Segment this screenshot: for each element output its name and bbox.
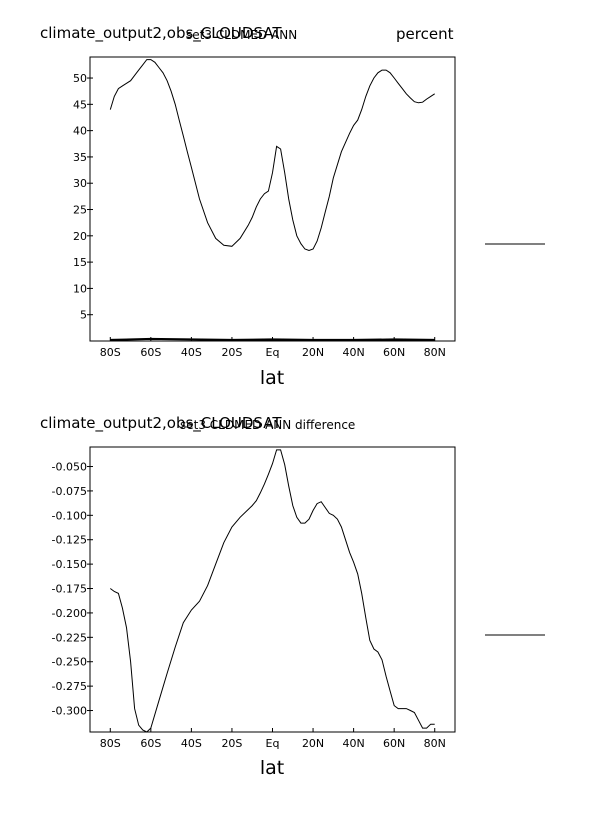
y-tick-label: 35: [73, 151, 87, 164]
y-tick-label: 50: [73, 72, 87, 85]
top-plot-frame: [89, 56, 456, 342]
y-tick-label: -0.275: [52, 680, 87, 693]
y-tick-label: -0.225: [52, 631, 87, 644]
x-tick-label: Eq: [266, 346, 280, 359]
y-tick-label: -0.175: [52, 583, 87, 596]
top-series-group: [109, 59, 435, 341]
bottom-series-group: [110, 449, 435, 733]
y-tick-label: -0.100: [52, 509, 87, 522]
series-line-2: [110, 337, 435, 341]
x-tick-label: 60S: [140, 346, 161, 359]
bottom-panel-title: climate_output2,obs_CLOUDSAT: [40, 414, 282, 433]
bottom-y-axis: -0.050 -0.075 -0.100 -0.125 -0.150 -0.175 -0.2…: [52, 461, 93, 718]
top-x-axis: 80S 60S 40S 20S Eq 20N 40N 60N 80N: [100, 337, 446, 359]
top-panel-title: climate_output2,obs_CLOUDSAT: [40, 24, 282, 43]
top-panel-subtitle: set3 CLDMED ANN: [186, 28, 297, 42]
y-tick-label: -0.050: [52, 461, 87, 474]
y-tick-label: -0.075: [52, 485, 87, 498]
x-tick-label: 20N: [302, 737, 324, 750]
bottom-x-axis-label: lat: [260, 757, 284, 779]
bottom-x-axis: 80S 60S 40S 20S Eq 20N 40N 60N 80N: [100, 728, 446, 750]
y-tick-label: 5: [80, 309, 87, 322]
x-tick-label: 40N: [342, 737, 364, 750]
x-tick-label: 80S: [100, 737, 121, 750]
x-tick-label: Eq: [266, 737, 280, 750]
series-line-1: [109, 59, 435, 252]
y-tick-label: -0.150: [52, 558, 87, 571]
x-tick-label: 20S: [221, 737, 242, 750]
top-y-axis: 5 10 15 20 25 30 35 40 45 50: [73, 72, 93, 322]
y-tick-label: 10: [73, 282, 87, 295]
y-tick-label: 40: [73, 125, 87, 138]
y-tick-label: 25: [73, 204, 87, 217]
bottom-plot-frame: [89, 446, 456, 733]
x-tick-label: 60S: [140, 737, 161, 750]
top-x-axis-label: lat: [260, 367, 284, 389]
x-tick-label: 40S: [181, 346, 202, 359]
y-tick-label: -0.250: [52, 656, 87, 669]
x-tick-label: 60N: [383, 737, 405, 750]
x-tick-label: 20N: [302, 346, 324, 359]
x-tick-label: 20S: [221, 346, 242, 359]
x-tick-label: 40S: [181, 737, 202, 750]
y-tick-label: 20: [73, 230, 87, 243]
y-tick-label: 15: [73, 256, 87, 269]
series-line-1: [110, 449, 435, 733]
top-panel-units: percent: [396, 25, 454, 43]
x-tick-label: 80N: [424, 737, 446, 750]
bottom-panel-subtitle: set3 CLDMED ANN difference: [180, 418, 355, 432]
y-tick-label: -0.125: [52, 534, 87, 547]
x-tick-label: 40N: [342, 346, 364, 359]
y-tick-label: 30: [73, 177, 87, 190]
y-tick-label: 45: [73, 98, 87, 111]
x-tick-label: 60N: [383, 346, 405, 359]
y-tick-label: -0.300: [52, 705, 87, 718]
x-tick-label: 80S: [100, 346, 121, 359]
x-tick-label: 80N: [424, 346, 446, 359]
y-tick-label: -0.200: [52, 607, 87, 620]
bottom-panel: climate_output2,obs_CLOUDSAT set3 CLDMED…: [40, 414, 545, 779]
top-panel: climate_output2,obs_CLOUDSAT set3 CLDMED…: [40, 24, 545, 389]
